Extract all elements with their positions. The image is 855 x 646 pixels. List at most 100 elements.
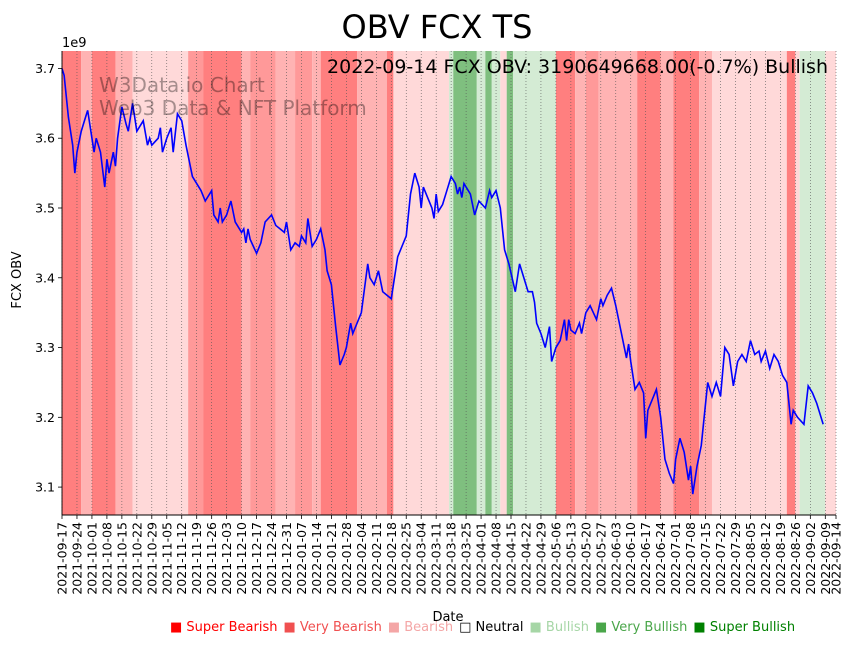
- x-tick-label: 2022-08-19: [773, 522, 788, 595]
- x-tick-label: 2022-08-12: [758, 522, 773, 595]
- x-tick-label: 2022-05-06: [548, 522, 563, 595]
- regime-band: [132, 51, 189, 515]
- regime-band: [62, 51, 82, 515]
- latest-value-annotation: 2022-09-14 FCX OBV: 3190649668.00(-0.7%)…: [327, 56, 828, 78]
- x-tick-label: 2022-07-29: [728, 522, 743, 595]
- x-tick-label: 2021-11-12: [174, 522, 189, 595]
- regime-band: [513, 51, 556, 515]
- legend-item: ■ Super Bullish: [693, 620, 796, 635]
- x-tick-label: 2022-03-04: [414, 522, 429, 595]
- watermark-line: Web3 Data & NFT Platform: [99, 96, 367, 120]
- x-tick-label: 2022-02-11: [369, 522, 384, 595]
- x-tick-label: 2022-03-11: [429, 522, 444, 595]
- x-tick-label: 2022-04-29: [533, 522, 548, 595]
- x-tick-label: 2022-03-25: [459, 522, 474, 595]
- legend-item: ■ Very Bearish: [283, 620, 382, 635]
- x-tick-label: 2022-04-01: [474, 522, 489, 595]
- x-tick-label: 2021-10-15: [114, 522, 129, 595]
- regime-band: [598, 51, 638, 515]
- regime-band: [506, 51, 514, 515]
- legend-item: ■ Very Bullish: [594, 620, 688, 635]
- x-tick-label: 2022-09-02: [803, 522, 818, 595]
- regime-band: [673, 51, 700, 515]
- x-tick-label: 2022-03-18: [444, 522, 459, 595]
- x-tick-label: 2022-01-21: [324, 522, 339, 595]
- regime-band: [500, 51, 507, 515]
- regime-band: [357, 51, 387, 515]
- y-tick-label: 3.1: [35, 480, 55, 495]
- x-tick-label: 2022-01-28: [339, 522, 354, 595]
- x-tick-label: 2021-11-05: [159, 522, 174, 595]
- x-tick-label: 2022-09-14: [829, 522, 844, 595]
- x-tick-label: 2022-07-08: [683, 522, 698, 595]
- x-tick-label: 2021-09-24: [69, 522, 84, 595]
- x-tick-label: 2021-12-24: [264, 522, 279, 595]
- y-tick-label: 3.4: [35, 270, 55, 285]
- regime-band: [485, 51, 492, 515]
- x-tick-label: 2021-11-19: [189, 522, 204, 595]
- regime-band: [91, 51, 116, 515]
- legend-item: ■ Bullish: [529, 620, 589, 635]
- regime-band: [188, 51, 204, 515]
- regime-band: [241, 51, 251, 515]
- x-tick-label: 2021-10-01: [84, 522, 99, 595]
- x-tick-label: 2022-02-18: [384, 522, 399, 595]
- y-tick-label: 3.3: [35, 340, 55, 355]
- regime-band: [115, 51, 133, 515]
- x-tick-label: 2021-11-26: [204, 522, 219, 595]
- x-tick-label: 2022-07-22: [713, 522, 728, 595]
- regime-legend: ■ Super Bearish ■ Very Bearish ■ Bearish □ …: [170, 620, 801, 635]
- regime-band: [250, 51, 276, 515]
- x-tick-label: 2021-12-31: [279, 522, 294, 595]
- regime-band: [575, 51, 586, 515]
- regime-band: [637, 51, 661, 515]
- regime-band: [786, 51, 796, 515]
- regime-bands: [62, 51, 836, 515]
- x-tick-label: 2022-06-10: [623, 522, 638, 595]
- obv-line: [61, 68, 824, 495]
- x-tick-label: 2021-09-17: [55, 522, 70, 595]
- regime-band: [555, 51, 576, 515]
- legend-item: ■ Bearish: [387, 620, 454, 635]
- x-tick-label: 2022-08-26: [788, 522, 803, 595]
- x-tick-label: 2022-04-08: [489, 522, 504, 595]
- regime-band: [81, 51, 92, 515]
- regime-band: [711, 51, 787, 515]
- regime-band: [203, 51, 242, 515]
- x-tick-label: 2022-08-05: [743, 522, 758, 595]
- watermark-line: W3Data.io Chart: [99, 73, 265, 97]
- x-tick-label: 2022-07-15: [698, 522, 713, 595]
- x-tick-label: 2021-10-22: [129, 522, 144, 595]
- y-tick-label: 3.6: [35, 131, 55, 146]
- x-tick-label: 2022-01-07: [294, 522, 309, 595]
- y-axis-label: FCX OBV: [10, 251, 25, 308]
- regime-band: [825, 51, 836, 515]
- axes: [61, 51, 836, 516]
- y-tick-label: 3.5: [35, 200, 55, 215]
- x-tick-label: 2022-06-17: [638, 522, 653, 595]
- chart-title: OBV FCX TS: [342, 8, 533, 46]
- x-tick-label: 2022-05-27: [593, 522, 608, 595]
- regime-band: [275, 51, 296, 515]
- x-tick-label: 2022-02-04: [354, 522, 369, 595]
- regime-band: [660, 51, 674, 515]
- regime-band: [295, 51, 313, 515]
- x-tick-label: 2022-02-25: [399, 522, 414, 595]
- x-tick-label: 2022-04-22: [518, 522, 533, 595]
- x-tick-label: 2022-01-14: [309, 522, 324, 595]
- x-tick-label: 2021-12-03: [219, 522, 234, 595]
- x-gridlines: [61, 51, 837, 515]
- regime-band: [320, 51, 358, 515]
- y-ticks: 3.1 3.2 3.3 3.4 3.5 3.6 3.7: [35, 61, 62, 495]
- regime-band: [795, 51, 800, 515]
- y-tick-label: 3.2: [35, 410, 55, 425]
- regime-band: [453, 51, 477, 515]
- x-tick-label: 2022-06-03: [608, 522, 623, 595]
- x-tick-label: 2021-10-08: [99, 522, 114, 595]
- x-tick-label: 2022-04-15: [504, 522, 519, 595]
- x-tick-label: 2021-12-17: [249, 522, 264, 595]
- x-axis-label: Date: [432, 610, 463, 625]
- x-tick-label: 2021-10-29: [144, 522, 159, 595]
